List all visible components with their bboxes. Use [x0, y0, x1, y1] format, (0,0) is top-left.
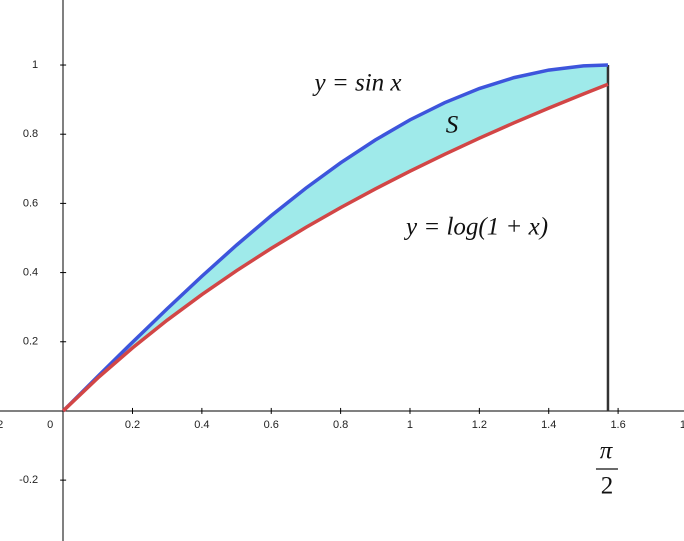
line	[61, 82, 609, 413]
x-tick-label: 1.4	[541, 419, 556, 431]
region-fill	[63, 65, 608, 411]
x-tick-label: 0	[47, 419, 53, 431]
x-tick-label: 1.6	[610, 419, 625, 431]
x-tick-label: 1.8	[680, 419, 684, 431]
curve-label: y = sin x	[312, 70, 402, 97]
y-tick-label: 1	[32, 59, 38, 71]
x-tick-label: 0.2	[125, 419, 140, 431]
region-label: S	[446, 112, 459, 139]
y-tick-label: -0.2	[19, 474, 38, 486]
x-tick-label: 1.2	[472, 419, 487, 431]
pi-numerator: π	[600, 438, 614, 465]
x-tick-label: 0.4	[194, 419, 209, 431]
x-tick-label: -0.2	[0, 419, 3, 431]
pi-denominator: 2	[601, 473, 614, 500]
y-tick-label: 0.8	[23, 128, 38, 140]
y-tick-label: 0.6	[23, 197, 38, 209]
x-tick-label: 0.6	[264, 419, 279, 431]
y-tick-label: 0.2	[23, 336, 38, 348]
line	[61, 63, 609, 413]
x-tick-label: 1	[407, 419, 413, 431]
curve-label: y = log(1 + x)	[403, 214, 548, 241]
y-tick-label: 1.2	[23, 0, 38, 2]
y-tick-label: 0.4	[23, 266, 38, 278]
x-tick-label: 0.8	[333, 419, 348, 431]
